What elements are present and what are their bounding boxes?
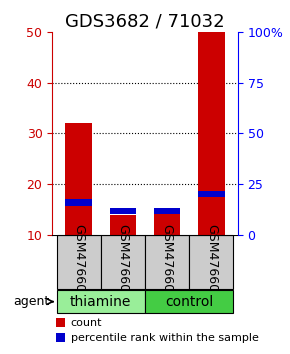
Text: control: control (165, 295, 213, 309)
Bar (110, 207, 136, 214)
Bar (66, 123, 92, 235)
Bar (66, 199, 92, 206)
FancyBboxPatch shape (101, 235, 145, 289)
Text: percentile rank within the sample: percentile rank within the sample (71, 332, 259, 343)
Text: GSM476603: GSM476603 (116, 224, 129, 300)
FancyBboxPatch shape (57, 290, 145, 313)
Bar (198, 192, 224, 198)
Text: count: count (71, 318, 102, 328)
Bar (56, 333, 65, 342)
FancyBboxPatch shape (145, 235, 189, 289)
Bar (154, 210, 180, 235)
Title: GDS3682 / 71032: GDS3682 / 71032 (65, 12, 225, 30)
Bar (154, 207, 180, 214)
FancyBboxPatch shape (189, 235, 233, 289)
Bar (110, 215, 136, 235)
FancyBboxPatch shape (145, 290, 233, 313)
Text: GSM476605: GSM476605 (205, 224, 218, 300)
Text: thiamine: thiamine (70, 295, 131, 309)
Bar (198, 32, 224, 235)
Text: agent: agent (14, 295, 50, 308)
Bar (56, 319, 65, 327)
Text: GSM476602: GSM476602 (72, 224, 85, 300)
FancyBboxPatch shape (57, 235, 101, 289)
Text: GSM476604: GSM476604 (161, 224, 174, 300)
